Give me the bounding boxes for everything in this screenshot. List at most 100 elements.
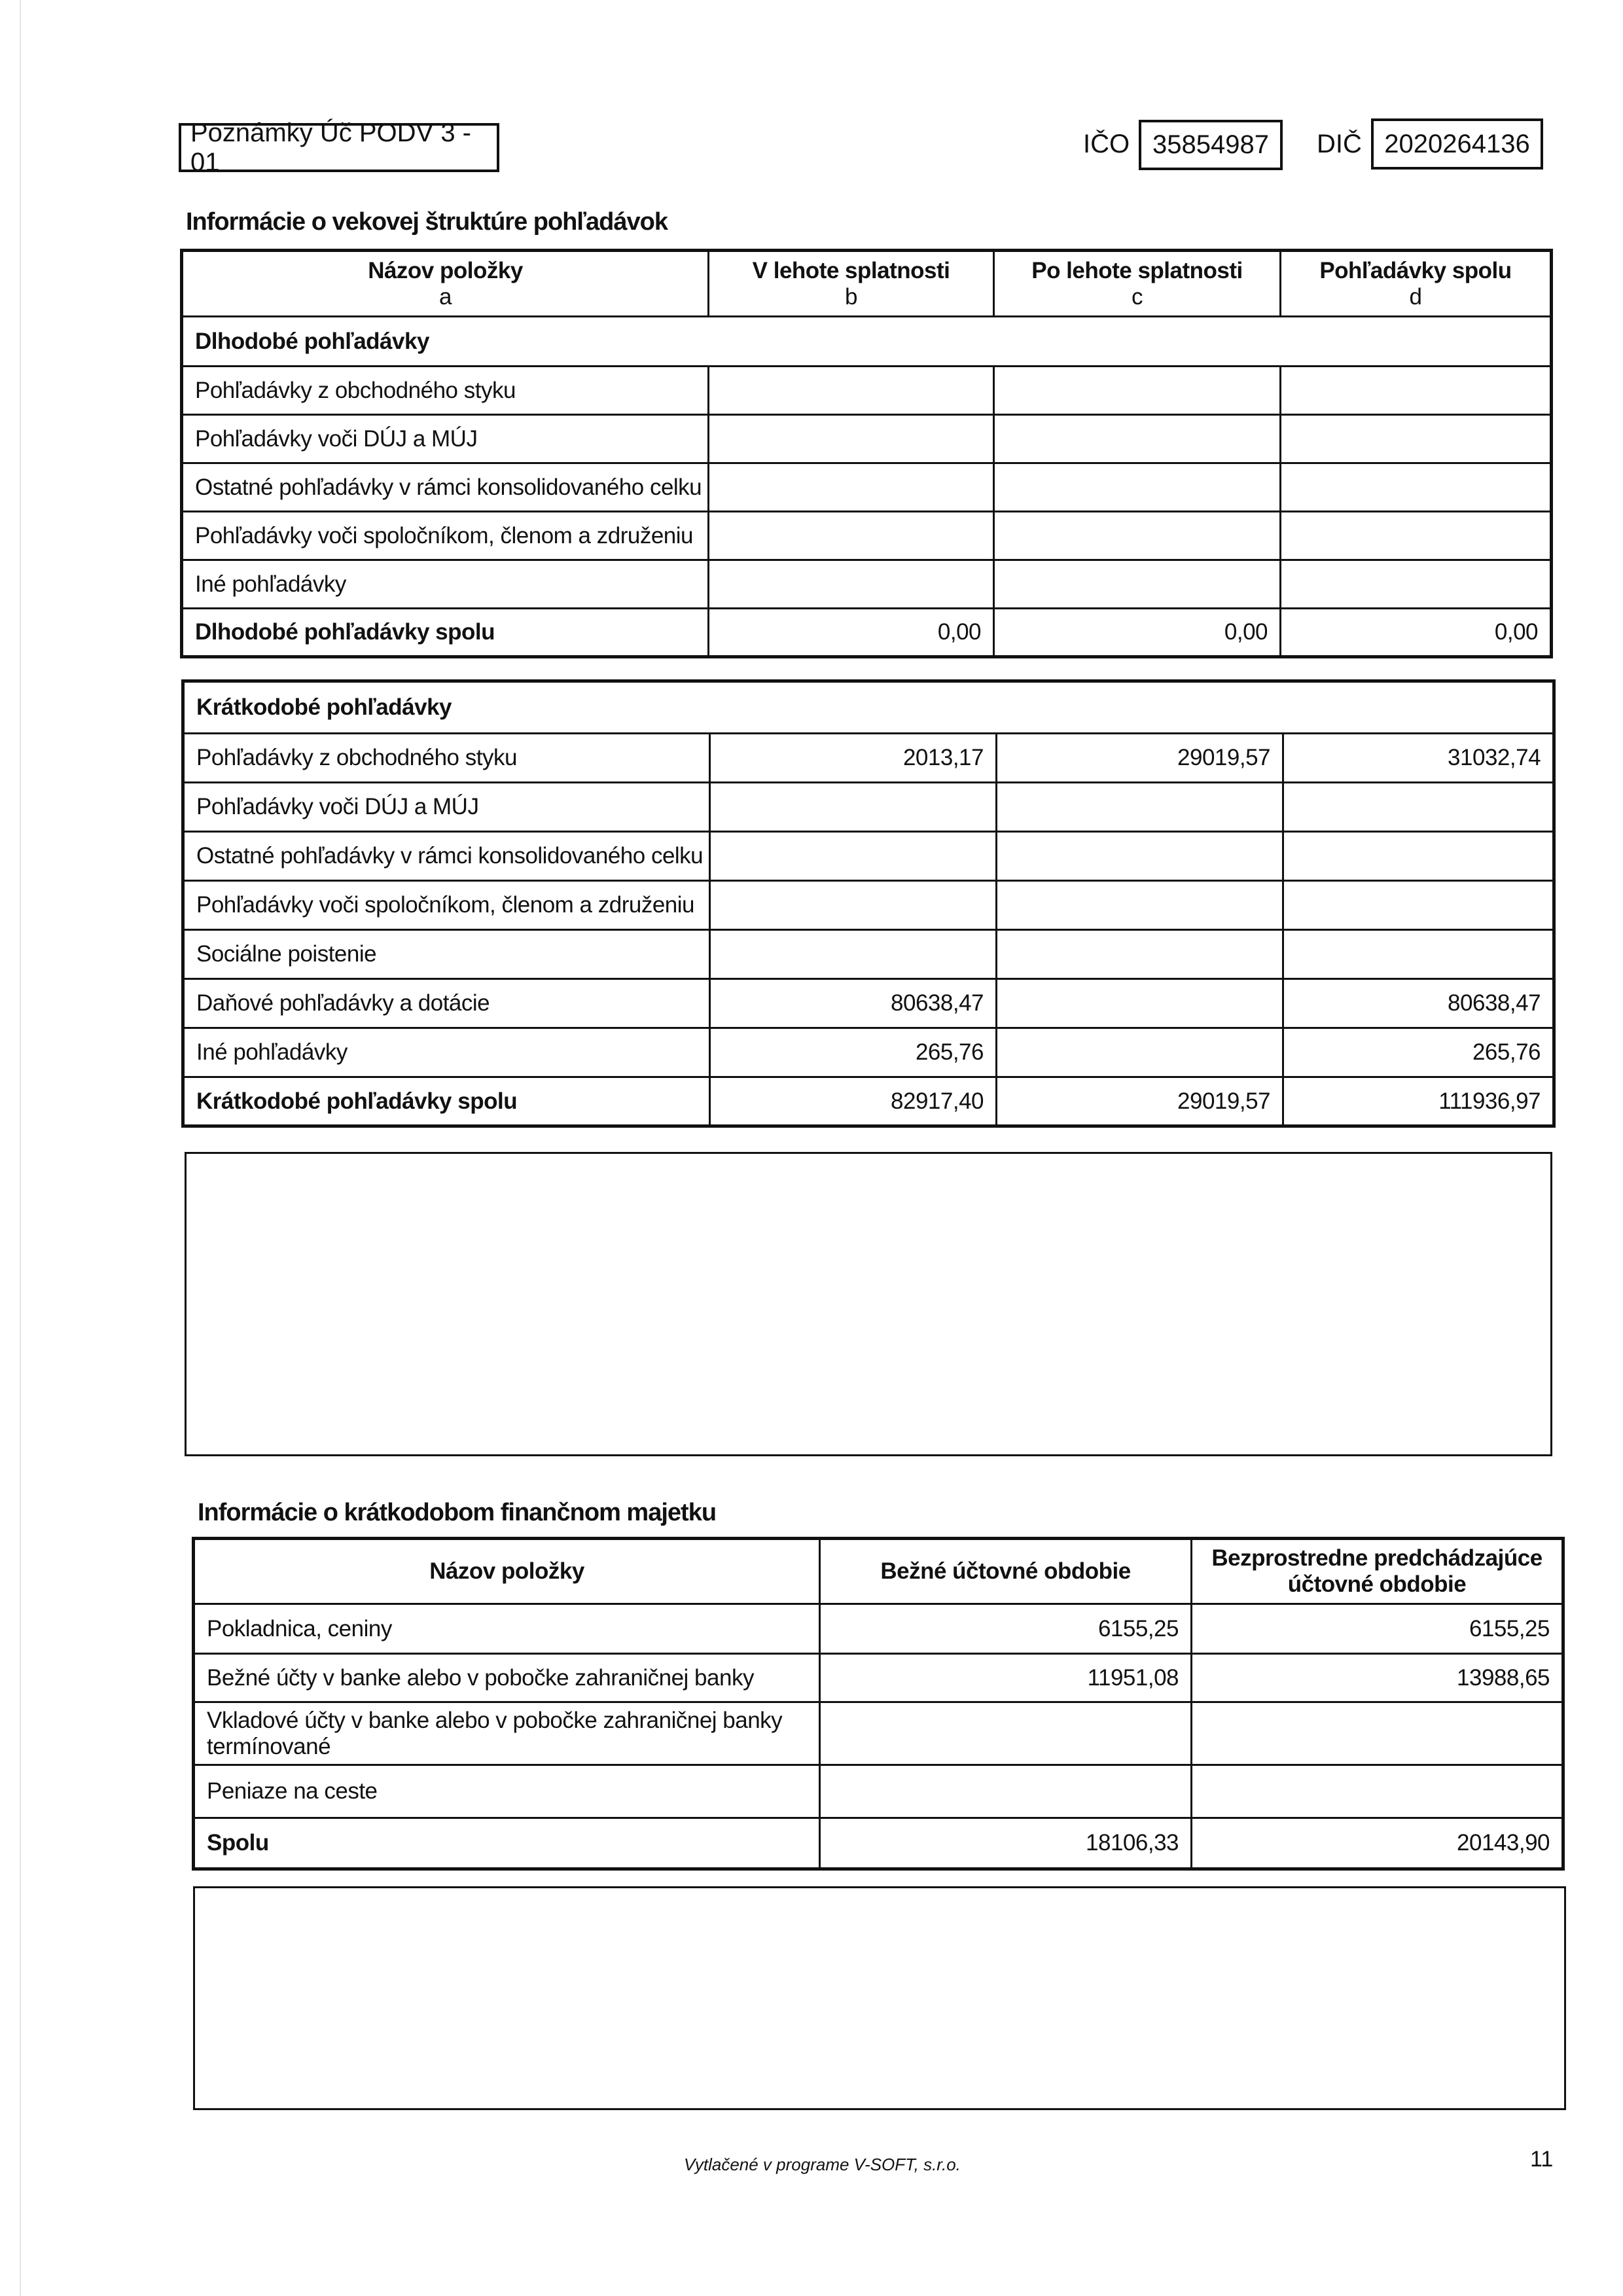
row-name: Peniaze na ceste: [192, 1764, 821, 1819]
value-total: [1279, 462, 1552, 512]
col-header-name: Názov položky: [192, 1537, 821, 1605]
value-in-term: [707, 365, 995, 416]
value-overdue: [993, 365, 1281, 416]
value-overdue: [993, 559, 1281, 609]
value-current-period: 6155,25: [819, 1603, 1192, 1655]
total-row: Spolu 18106,33 20143,90: [192, 1817, 1564, 1870]
row-name: Iné pohľadávky: [181, 559, 709, 609]
value-overdue: [995, 1027, 1284, 1078]
row-name: Krátkodobé pohľadávky spolu: [182, 1076, 711, 1127]
table-row: Pohľadávky voči spoločníkom, členom a zd…: [181, 511, 1552, 561]
row-name: Pohľadávky z obchodného styku: [181, 365, 709, 416]
value-in-term: [707, 462, 995, 512]
long-term-receivables-table: Názov položky a V lehote splatnosti b Po l…: [180, 249, 1553, 658]
value-previous-period: 6155,25: [1190, 1603, 1564, 1655]
table-row: Ostatné pohľadávky v rámci konsolidované…: [182, 831, 1556, 882]
value-total: 31032,74: [1281, 732, 1556, 783]
value-total: 80638,47: [1281, 978, 1556, 1029]
printed-by: Vytlačené v programe V-SOFT, s.r.o.: [684, 2155, 961, 2174]
row-name: Iné pohľadávky: [182, 1027, 711, 1078]
value-in-term: [707, 559, 995, 609]
value-in-term: 80638,47: [709, 978, 997, 1029]
dic-label: DIČ: [1317, 130, 1362, 158]
form-label-box: Poznámky Úč PODV 3 - 01: [179, 118, 499, 177]
form-label: Poznámky Úč PODV 3 - 01: [190, 118, 472, 177]
value-current-period: [819, 1764, 1192, 1819]
row-name: Pohľadávky z obchodného styku: [182, 732, 711, 783]
value-overdue: [995, 929, 1284, 980]
value-total: [1281, 880, 1556, 931]
value-previous-period: [1190, 1701, 1564, 1766]
row-name: Daňové pohľadávky a dotácie: [182, 978, 711, 1029]
value-current-period: 11951,08: [819, 1653, 1192, 1703]
value-total: [1279, 559, 1552, 609]
dic-value: 2020264136: [1384, 129, 1530, 158]
value-total: 265,76: [1281, 1027, 1556, 1078]
scan-edge: [20, 0, 21, 2296]
col-header-total: Pohľadávky spolu d: [1279, 249, 1552, 317]
value-total: 111936,97: [1281, 1076, 1556, 1127]
notes-box-financial-assets[interactable]: [193, 1886, 1566, 2110]
total-row: Dlhodobé pohľadávky spolu 0,00 0,00 0,00: [181, 607, 1552, 658]
value-total: 0,00: [1279, 607, 1552, 658]
row-name: Dlhodobé pohľadávky spolu: [181, 607, 709, 658]
col-header-overdue: Po lehote splatnosti c: [993, 249, 1281, 317]
value-overdue: [995, 781, 1284, 833]
value-in-term: [709, 781, 997, 833]
dic-box: 2020264136: [1371, 118, 1543, 170]
value-in-term: [707, 511, 995, 561]
value-overdue: [995, 880, 1284, 931]
value-overdue: [995, 831, 1284, 882]
table-row: Pokladnica, ceniny 6155,25 6155,25: [192, 1603, 1564, 1655]
value-total: [1279, 511, 1552, 561]
table-row: Pohľadávky voči spoločníkom, členom a zd…: [182, 880, 1556, 931]
row-name: Spolu: [192, 1817, 821, 1870]
value-overdue: [995, 978, 1284, 1029]
row-name: Sociálne poistenie: [182, 929, 711, 980]
value-in-term: 265,76: [709, 1027, 997, 1078]
financial-assets-title: Informácie o krátkodobom finančnom majet…: [198, 1499, 717, 1526]
table-row: Pohľadávky voči DÚJ a MÚJ: [182, 781, 1556, 833]
row-name: Pokladnica, ceniny: [192, 1603, 821, 1655]
value-current-period: 18106,33: [819, 1817, 1192, 1870]
value-overdue: [993, 414, 1281, 464]
table-row: Pohľadávky z obchodného styku 2013,17 2901…: [182, 732, 1556, 783]
receivables-title: Informácie o vekovej štruktúre pohľadávo…: [186, 208, 668, 236]
row-name: Pohľadávky voči DÚJ a MÚJ: [182, 781, 711, 833]
row-name: Vkladové účty v banke alebo v pobočke za…: [192, 1701, 821, 1766]
notes-box-receivables[interactable]: [185, 1152, 1552, 1456]
table-row: Iné pohľadávky 265,76 265,76: [182, 1027, 1556, 1078]
value-in-term: [707, 414, 995, 464]
value-overdue: [993, 462, 1281, 512]
value-in-term: 0,00: [707, 607, 995, 658]
value-in-term: [709, 929, 997, 980]
total-row: Krátkodobé pohľadávky spolu 82917,40 29019…: [182, 1076, 1556, 1127]
value-total: [1281, 831, 1556, 882]
table-row: Pohľadávky z obchodného styku: [181, 365, 1552, 416]
financial-assets-table: Názov položky Bežné účtovné obdobie Bezp…: [192, 1537, 1565, 1871]
ico-box: 35854987: [1139, 120, 1283, 170]
table-row: Bežné účty v banke alebo v pobočke zahra…: [192, 1653, 1564, 1703]
table-row: Ostatné pohľadávky v rámci konsolidované…: [181, 462, 1552, 512]
value-total: [1279, 414, 1552, 464]
value-in-term: 2013,17: [709, 732, 997, 783]
value-total: [1279, 365, 1552, 416]
table-row: Vkladové účty v banke alebo v pobočke za…: [192, 1701, 1564, 1766]
section-label: Dlhodobé pohľadávky: [181, 315, 1552, 367]
row-name: Ostatné pohľadávky v rámci konsolidované…: [182, 831, 711, 882]
short-term-receivables-table: Krátkodobé pohľadávky Pohľadávky z obchod…: [181, 679, 1556, 1128]
value-in-term: 82917,40: [709, 1076, 997, 1127]
value-previous-period: [1190, 1764, 1564, 1819]
value-overdue: 0,00: [993, 607, 1281, 658]
row-name: Pohľadávky voči DÚJ a MÚJ: [181, 414, 709, 464]
row-name: Pohľadávky voči spoločníkom, členom a zd…: [182, 880, 711, 931]
value-current-period: [819, 1701, 1192, 1766]
page-number: 11: [1530, 2147, 1554, 2172]
value-overdue: 29019,57: [995, 732, 1284, 783]
ico-label: IČO: [1083, 130, 1130, 158]
col-header-in-term: V lehote splatnosti b: [707, 249, 995, 317]
row-name: Bežné účty v banke alebo v pobočke zahra…: [192, 1653, 821, 1703]
value-in-term: [709, 880, 997, 931]
table-row: Iné pohľadávky: [181, 559, 1552, 609]
value-total: [1281, 929, 1556, 980]
